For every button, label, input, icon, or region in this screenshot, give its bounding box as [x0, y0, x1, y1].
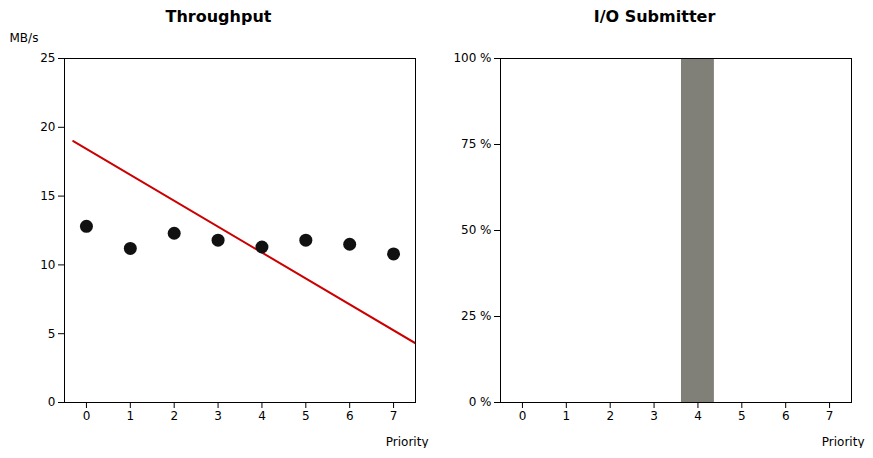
svg-text:3: 3: [214, 409, 222, 423]
svg-text:100 %: 100 %: [453, 51, 491, 65]
svg-text:2: 2: [170, 409, 178, 423]
svg-text:2: 2: [606, 409, 614, 423]
svg-text:Priority: Priority: [386, 435, 429, 449]
svg-text:0: 0: [48, 395, 56, 409]
svg-text:25: 25: [40, 51, 55, 65]
svg-text:15: 15: [40, 189, 55, 203]
svg-text:6: 6: [782, 409, 790, 423]
svg-text:0: 0: [519, 409, 527, 423]
svg-text:4: 4: [694, 409, 702, 423]
svg-text:4: 4: [258, 409, 266, 423]
html-text:Throughput: Throughput: [165, 7, 272, 26]
svg-text:3: 3: [650, 409, 658, 423]
svg-text:25 %: 25 %: [461, 309, 492, 323]
svg-text:7: 7: [390, 409, 398, 423]
svg-text:0 %: 0 %: [469, 395, 492, 409]
svg-text:1: 1: [562, 409, 570, 423]
svg-text:MB/s: MB/s: [10, 31, 39, 45]
svg-text:Priority: Priority: [822, 435, 865, 449]
svg-text:1: 1: [126, 409, 134, 423]
svg-text:20: 20: [40, 120, 55, 134]
svg-text:6: 6: [346, 409, 354, 423]
svg-text:75 %: 75 %: [461, 137, 492, 151]
svg-text:0: 0: [83, 409, 91, 423]
svg-text:7: 7: [826, 409, 834, 423]
svg-text:5: 5: [48, 327, 56, 341]
svg-text:5: 5: [738, 409, 746, 423]
svg-text:5: 5: [302, 409, 310, 423]
svg-text:50 %: 50 %: [461, 223, 492, 237]
svg-text:10: 10: [40, 258, 55, 272]
html-text:I/O Submitter: I/O Submitter: [593, 7, 716, 26]
